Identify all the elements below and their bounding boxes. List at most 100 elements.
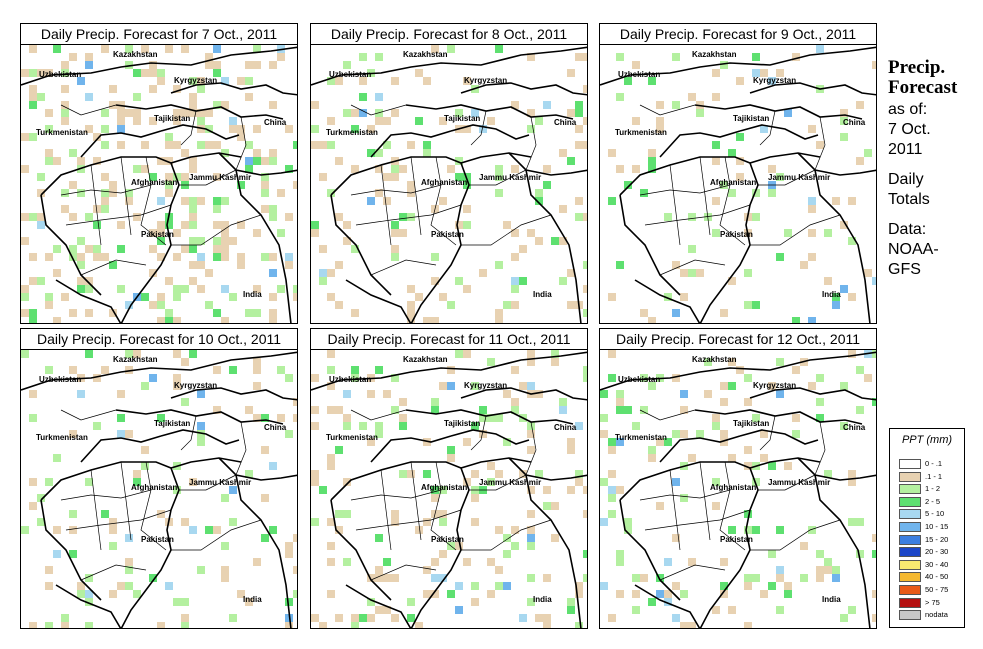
precip-cell	[728, 382, 736, 390]
precip-cell	[237, 253, 245, 261]
country-border	[55, 584, 122, 628]
precip-cell	[343, 109, 351, 117]
precip-cell	[784, 582, 792, 590]
precip-cell	[808, 253, 816, 261]
precip-cell	[527, 125, 535, 133]
precip-cell	[487, 117, 495, 125]
precip-cell	[495, 45, 503, 53]
precip-cell	[760, 125, 768, 133]
country-border	[749, 82, 876, 96]
country-border	[40, 499, 102, 601]
country-label-kazakhstan: Kazakhstan	[113, 355, 158, 364]
precip-cell	[760, 430, 768, 438]
precip-cell	[840, 133, 848, 141]
precip-cell	[816, 398, 824, 406]
precip-cell	[157, 253, 165, 261]
precip-cell	[600, 430, 608, 438]
precip-cell	[213, 101, 221, 109]
precip-cell	[840, 382, 848, 390]
precip-cell	[21, 309, 29, 317]
precip-cell	[712, 502, 720, 510]
precip-cell	[527, 510, 535, 518]
precip-cell	[744, 301, 752, 309]
precip-cell	[760, 454, 768, 462]
precip-cell	[616, 53, 624, 61]
precip-cell	[351, 622, 359, 628]
precip-cell	[495, 189, 503, 197]
precip-cell	[205, 109, 213, 117]
precip-cell	[832, 197, 840, 205]
precip-cell	[109, 85, 117, 93]
precip-cell	[848, 470, 856, 478]
precip-cell	[117, 390, 125, 398]
precip-cell	[213, 61, 221, 69]
province-boundary	[639, 184, 731, 196]
precip-cell	[69, 526, 77, 534]
precip-cell	[736, 157, 744, 165]
precip-cell	[253, 558, 261, 566]
precip-cell	[277, 53, 285, 61]
precip-cell	[311, 101, 319, 109]
country-border	[330, 499, 392, 601]
legend-swatch	[899, 585, 921, 595]
country-border	[797, 152, 876, 176]
precip-cell	[205, 301, 213, 309]
country-label-kyrgyzstan: Kyrgyzstan	[753, 76, 796, 85]
precip-cell	[29, 133, 37, 141]
country-border	[345, 584, 412, 628]
province-boundary	[750, 214, 841, 246]
precip-cell	[53, 317, 61, 323]
precip-cell	[503, 550, 511, 558]
precip-cell	[511, 526, 519, 534]
forecast-panel: Daily Precip. Forecast for 7 Oct., 2011 K…	[20, 23, 298, 324]
precip-cell	[575, 422, 583, 430]
precip-cell	[85, 125, 93, 133]
precip-cell	[608, 614, 616, 622]
country-label-kazakhstan: Kazakhstan	[403, 355, 448, 364]
precip-cell	[93, 133, 101, 141]
precip-cell	[261, 181, 269, 189]
precip-cell	[69, 366, 77, 374]
precip-cell	[551, 358, 559, 366]
precip-cell	[101, 109, 109, 117]
precip-cell	[335, 406, 343, 414]
province-boundary	[140, 489, 167, 551]
precip-cell	[157, 229, 165, 237]
precip-cell	[720, 382, 728, 390]
precip-cell	[648, 149, 656, 157]
precip-cell	[583, 550, 587, 558]
precip-cell	[575, 478, 583, 486]
precip-cell	[447, 590, 455, 598]
precip-cell	[535, 197, 543, 205]
precip-cell	[559, 277, 567, 285]
precip-cell	[101, 510, 109, 518]
precip-cell	[327, 558, 335, 566]
precip-cell	[327, 590, 335, 598]
precip-cell	[189, 93, 197, 101]
precip-cell	[351, 614, 359, 622]
precip-cell	[285, 374, 293, 382]
precip-cell	[359, 53, 367, 61]
precip-cell	[221, 574, 229, 582]
precip-cell	[125, 582, 133, 590]
precip-cell	[37, 173, 45, 181]
precip-cell	[125, 558, 133, 566]
precip-cell	[495, 582, 503, 590]
precip-cell	[559, 398, 567, 406]
precip-cell	[383, 197, 391, 205]
precip-cell	[784, 109, 792, 117]
country-label-uzbekistan: Uzbekistan	[39, 375, 81, 384]
precip-cell	[327, 406, 335, 414]
precip-cell	[21, 350, 29, 358]
precip-cell	[704, 390, 712, 398]
precip-map: Kazakhstan Uzbekistan Kyrgyzstan Tajikistan…	[20, 350, 298, 629]
precip-cell	[229, 518, 237, 526]
precip-cell	[253, 149, 261, 157]
precip-cell	[776, 606, 784, 614]
country-label-afghanistan: Afghanistan	[710, 178, 756, 187]
precip-cell	[600, 582, 608, 590]
legend-swatch	[899, 547, 921, 558]
precip-cell	[69, 181, 77, 189]
precip-cell	[343, 414, 351, 422]
precip-cell	[559, 205, 567, 213]
